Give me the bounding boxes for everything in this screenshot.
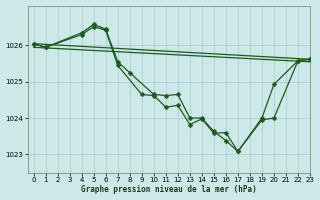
X-axis label: Graphe pression niveau de la mer (hPa): Graphe pression niveau de la mer (hPa): [81, 185, 257, 194]
